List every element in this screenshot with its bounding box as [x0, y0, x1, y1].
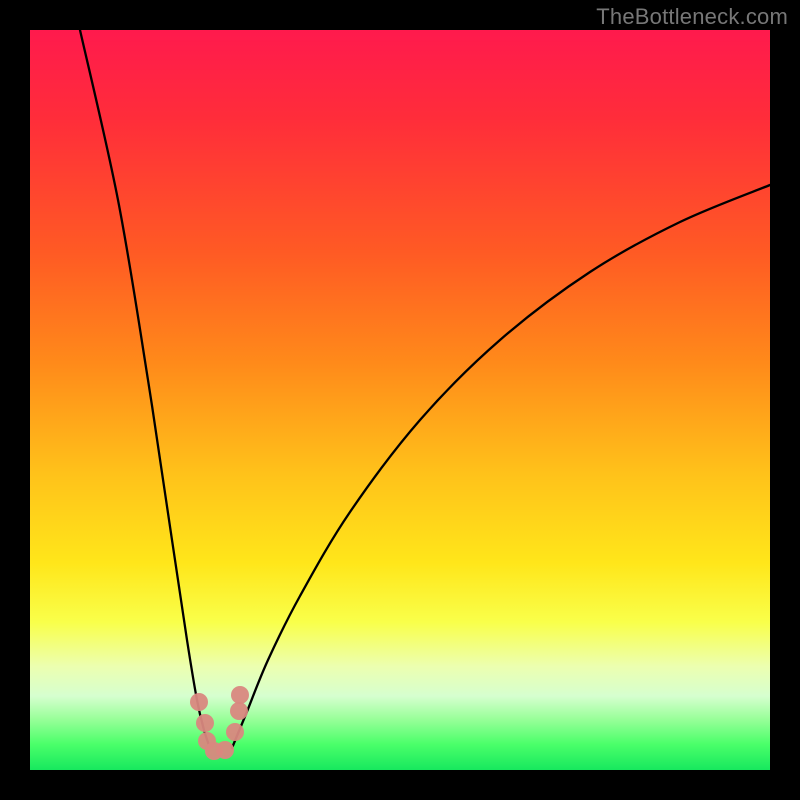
marker-point [216, 741, 234, 759]
marker-point [190, 693, 208, 711]
marker-point [226, 723, 244, 741]
marker-point [230, 702, 248, 720]
bottleneck-chart [0, 0, 800, 800]
chart-root: TheBottleneck.com [0, 0, 800, 800]
marker-point [231, 686, 249, 704]
watermark-text: TheBottleneck.com [596, 4, 788, 30]
marker-point [196, 714, 214, 732]
plot-area [30, 30, 770, 770]
